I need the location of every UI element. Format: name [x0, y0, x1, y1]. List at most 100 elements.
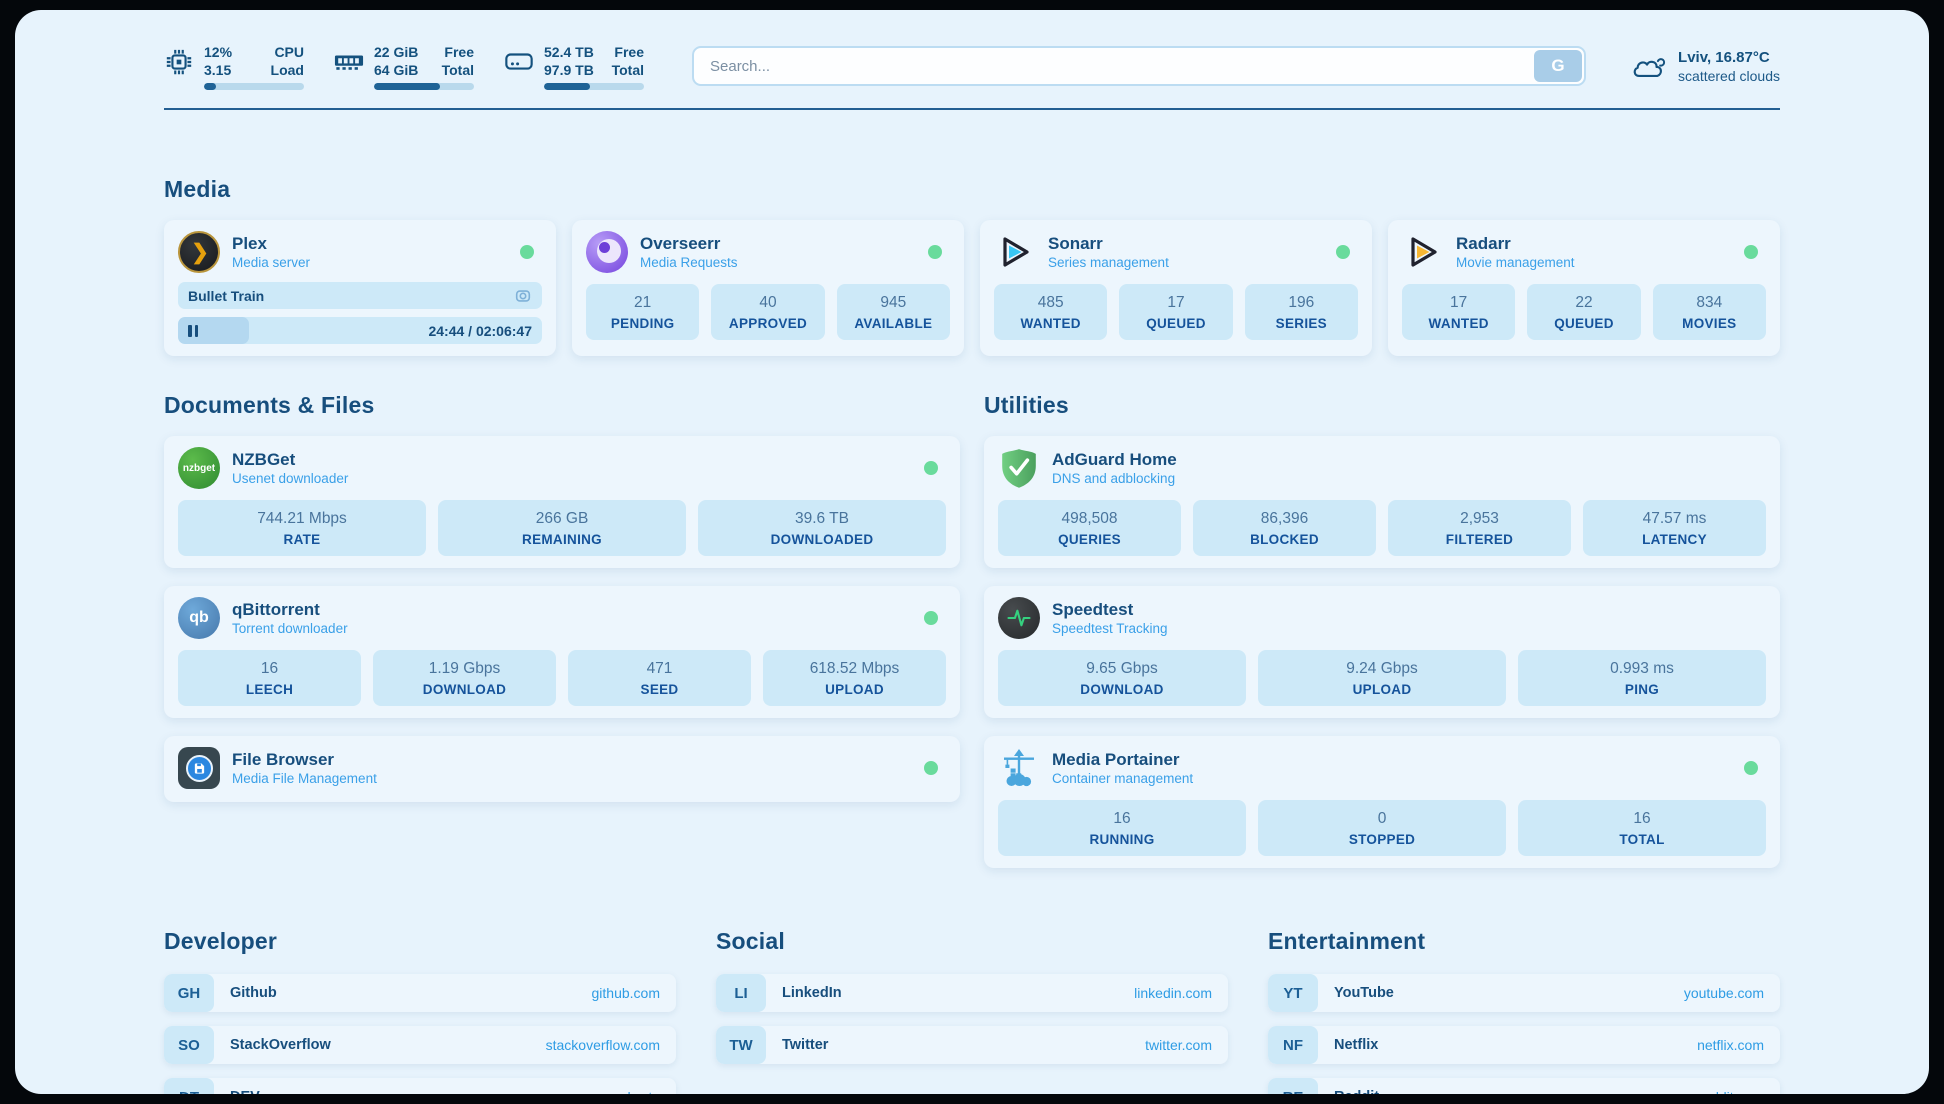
ram-progress-fill [374, 82, 440, 90]
card-qbittorrent[interactable]: qb qBittorrent Torrent downloader 16 LEE… [164, 586, 960, 718]
playback-progress-row: 24:44 / 02:06:47 [178, 317, 542, 344]
stat-pending: 21 PENDING [586, 284, 700, 340]
stat-series: 196 SERIES [1244, 284, 1358, 340]
cpu-load-value: 3.15 [204, 61, 232, 78]
stat-downloaded: 39.6 TB DOWNLOADED [698, 500, 946, 556]
stat-upload: 618.52 Mbps UPLOAD [763, 650, 946, 706]
card-portainer[interactable]: Media Portainer Container management 16 … [984, 736, 1780, 868]
stat-queued: 22 QUEUED [1527, 284, 1641, 340]
system-stats: 12% 3.15 CPU Load [164, 43, 644, 90]
card-plex[interactable]: ❯ Plex Media server Bullet Train [164, 220, 556, 356]
link-youtube[interactable]: YT YouTube youtube.com [1268, 974, 1780, 1012]
card-speedtest[interactable]: Speedtest Speedtest Tracking 9.65 Gbps D… [984, 586, 1780, 718]
app-name: Media Portainer [1052, 749, 1180, 769]
filebrowser-icon [178, 747, 220, 789]
link-stackoverflow[interactable]: SO StackOverflow stackoverflow.com [164, 1026, 676, 1064]
status-online-dot [520, 245, 534, 259]
stat-total: 16 TOTAL [1518, 800, 1766, 856]
app-name: Plex [232, 233, 267, 253]
header-divider [164, 108, 1780, 110]
overseerr-icon [586, 231, 628, 273]
disk-progress-fill [544, 82, 590, 90]
stat-stopped: 0 STOPPED [1258, 800, 1506, 856]
section-title-documents: Documents & Files [164, 392, 375, 418]
app-name: qBittorrent [232, 599, 320, 619]
camera-icon[interactable] [514, 287, 532, 305]
cpu-progress-track [204, 82, 304, 90]
stat-running: 16 RUNNING [998, 800, 1246, 856]
ram-stat: 22 GiB 64 GiB Free Total [334, 43, 474, 90]
ram-label-2: Total [441, 61, 474, 78]
section-utilities: Utilities [984, 390, 1780, 868]
card-sonarr[interactable]: Sonarr Series management 485 WANTED 17 Q… [980, 220, 1372, 356]
stat-rate: 744.21 Mbps RATE [178, 500, 426, 556]
header: 12% 3.15 CPU Load [164, 40, 1780, 92]
card-radarr[interactable]: Radarr Movie management 17 WANTED 22 QUE… [1388, 220, 1780, 356]
section-media: Media ❯ Plex Media server [164, 174, 1780, 356]
app-subtitle: Torrent downloader [232, 620, 348, 636]
section-title-media: Media [164, 176, 231, 202]
disk-total-value: 97.9 TB [544, 61, 594, 78]
cpu-label-2: Load [270, 61, 304, 78]
ram-free-value: 22 GiB [374, 43, 419, 60]
search-input[interactable] [696, 57, 1535, 75]
link-url: twitter.com [1145, 1037, 1212, 1053]
app-name: Sonarr [1048, 233, 1103, 253]
link-twitter[interactable]: TW Twitter twitter.com [716, 1026, 1228, 1064]
link-abbr: DT [164, 1078, 214, 1094]
stat-leech: 16 LEECH [178, 650, 361, 706]
link-netflix[interactable]: NF Netflix netflix.com [1268, 1026, 1780, 1064]
stat-filtered: 2,953 FILTERED [1388, 500, 1571, 556]
link-url: dev.to [623, 1089, 660, 1094]
link-reddit[interactable]: RE Reddit reddit.com [1268, 1078, 1780, 1094]
card-adguard[interactable]: AdGuard Home DNS and adblocking 498,508 … [984, 436, 1780, 568]
link-linkedin[interactable]: LI LinkedIn linkedin.com [716, 974, 1228, 1012]
now-playing-row: Bullet Train [178, 282, 542, 309]
cpu-progress-fill [204, 82, 216, 90]
search-engine-button[interactable]: G [1534, 50, 1583, 82]
status-online-dot [924, 761, 938, 775]
link-name: DEV [230, 1089, 260, 1094]
section-social: Social LI LinkedIn linkedin.com TW Twitt… [716, 926, 1228, 1094]
section-title-developer: Developer [164, 928, 278, 954]
stat-approved: 40 APPROVED [711, 284, 825, 340]
disk-label-2: Total [611, 61, 644, 78]
radarr-icon [1402, 231, 1444, 273]
stat-remaining: 266 GB REMAINING [438, 500, 686, 556]
card-nzbget[interactable]: nzbget NZBGet Usenet downloader 744.21 M… [164, 436, 960, 568]
link-url: reddit.com [1699, 1089, 1764, 1094]
link-name: Reddit [1334, 1089, 1379, 1094]
status-online-dot [1336, 245, 1350, 259]
link-github[interactable]: GH Github github.com [164, 974, 676, 1012]
stat-queued: 17 QUEUED [1119, 284, 1233, 340]
weather-condition: scattered clouds [1678, 67, 1780, 84]
cpu-icon [166, 49, 192, 74]
link-name: Twitter [782, 1037, 829, 1053]
stat-latency: 47.57 ms LATENCY [1583, 500, 1766, 556]
link-abbr: TW [716, 1026, 766, 1064]
qbittorrent-icon: qb [178, 597, 220, 639]
disk-stat: 52.4 TB 97.9 TB Free Total [504, 43, 644, 90]
app-name: File Browser [232, 749, 335, 769]
link-dev[interactable]: DT DEV dev.to [164, 1078, 676, 1094]
cpu-label-1: CPU [274, 43, 304, 60]
disk-progress-track [544, 82, 644, 90]
section-entertainment: Entertainment YT YouTube youtube.com NF … [1268, 926, 1780, 1094]
app-name: NZBGet [232, 449, 296, 469]
ram-total-value: 64 GiB [374, 61, 419, 78]
link-url: netflix.com [1697, 1037, 1764, 1053]
app-name: AdGuard Home [1052, 449, 1177, 469]
stat-queries: 498,508 QUERIES [998, 500, 1181, 556]
link-abbr: LI [716, 974, 766, 1012]
now-playing-title: Bullet Train [188, 287, 265, 304]
card-overseerr[interactable]: Overseerr Media Requests 21 PENDING 40 A… [572, 220, 964, 356]
card-filebrowser[interactable]: File Browser Media File Management [164, 736, 960, 802]
portainer-icon [998, 747, 1040, 789]
pause-button[interactable] [188, 324, 198, 337]
status-online-dot [1744, 245, 1758, 259]
status-online-dot [924, 611, 938, 625]
status-online-dot [1744, 761, 1758, 775]
cloud-icon [1633, 58, 1666, 77]
app-name: Overseerr [640, 233, 721, 253]
ram-progress-track [374, 82, 474, 90]
